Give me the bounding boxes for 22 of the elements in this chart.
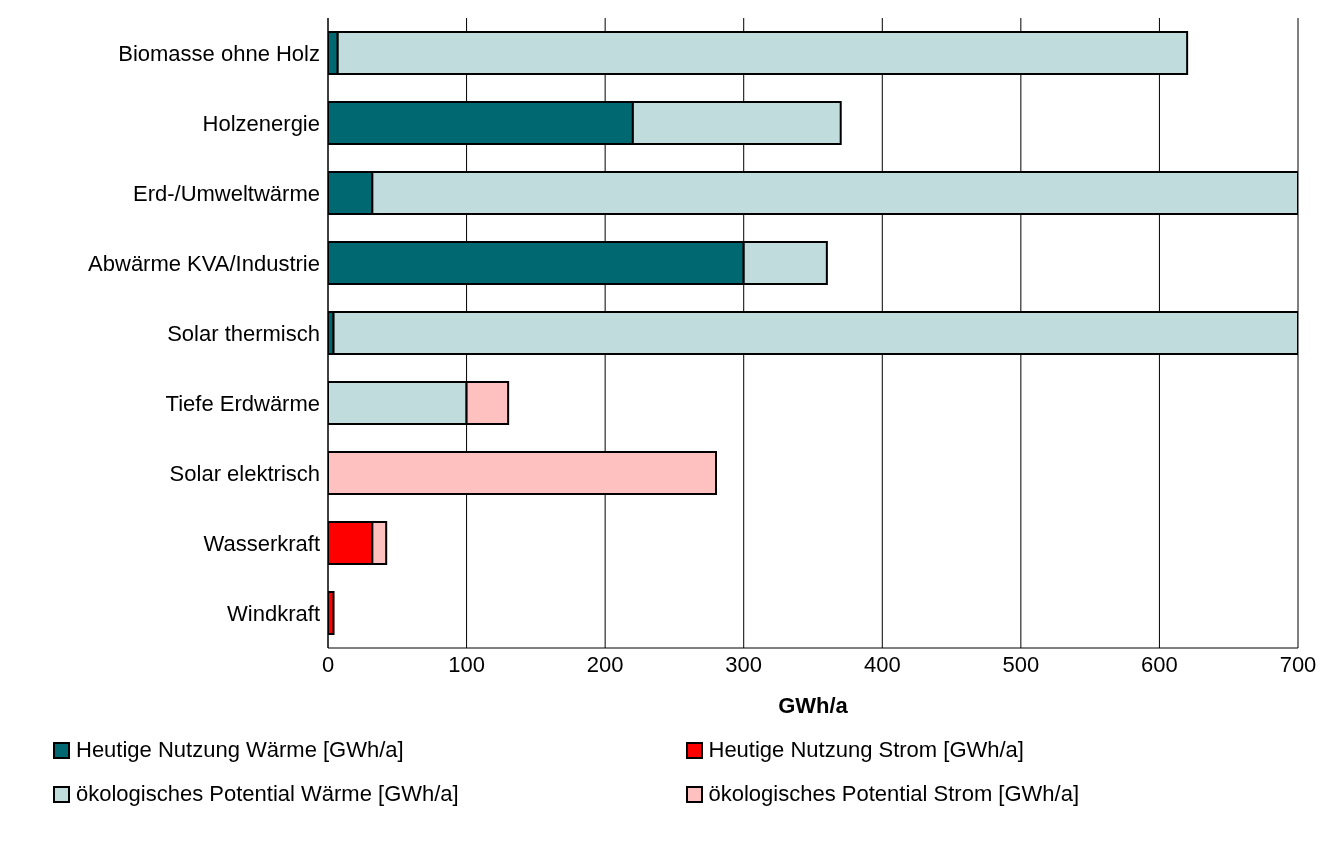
y-tick-label: Erd-/Umweltwärme [132,180,320,206]
y-tick-label: Solar elektrisch [169,460,320,486]
x-tick-label: 100 [448,651,485,677]
y-tick-label: Abwärme KVA/Industrie [88,250,320,276]
x-tick-label: 400 [863,651,901,677]
y-tick-label: Windkraft [227,600,320,626]
x-tick-label: 200 [586,651,624,677]
x-axis-title: GWh/a [778,693,849,718]
legend-label: Heutige Nutzung Wärme [GWh/a] [76,737,404,763]
legend-label: Heutige Nutzung Strom [GWh/a] [708,737,1024,763]
x-tick-label: 500 [1002,651,1040,677]
x-tick-label: 0 [321,651,335,677]
x-tick-label: 700 [1279,651,1317,677]
legend-label: ökologisches Potential Strom [GWh/a] [708,781,1079,807]
x-tick-label: 600 [1141,651,1178,677]
y-tick-label: Holzenergie [202,110,320,136]
y-tick-label: Wasserkraft [203,530,320,556]
legend-label: ökologisches Potential Wärme [GWh/a] [76,781,459,807]
y-tick-label: Biomasse ohne Holz [118,40,320,66]
y-tick-label: Tiefe Erdwärme [165,390,320,416]
x-tick-label: 300 [725,651,763,677]
y-tick-label: Solar thermisch [167,320,320,346]
